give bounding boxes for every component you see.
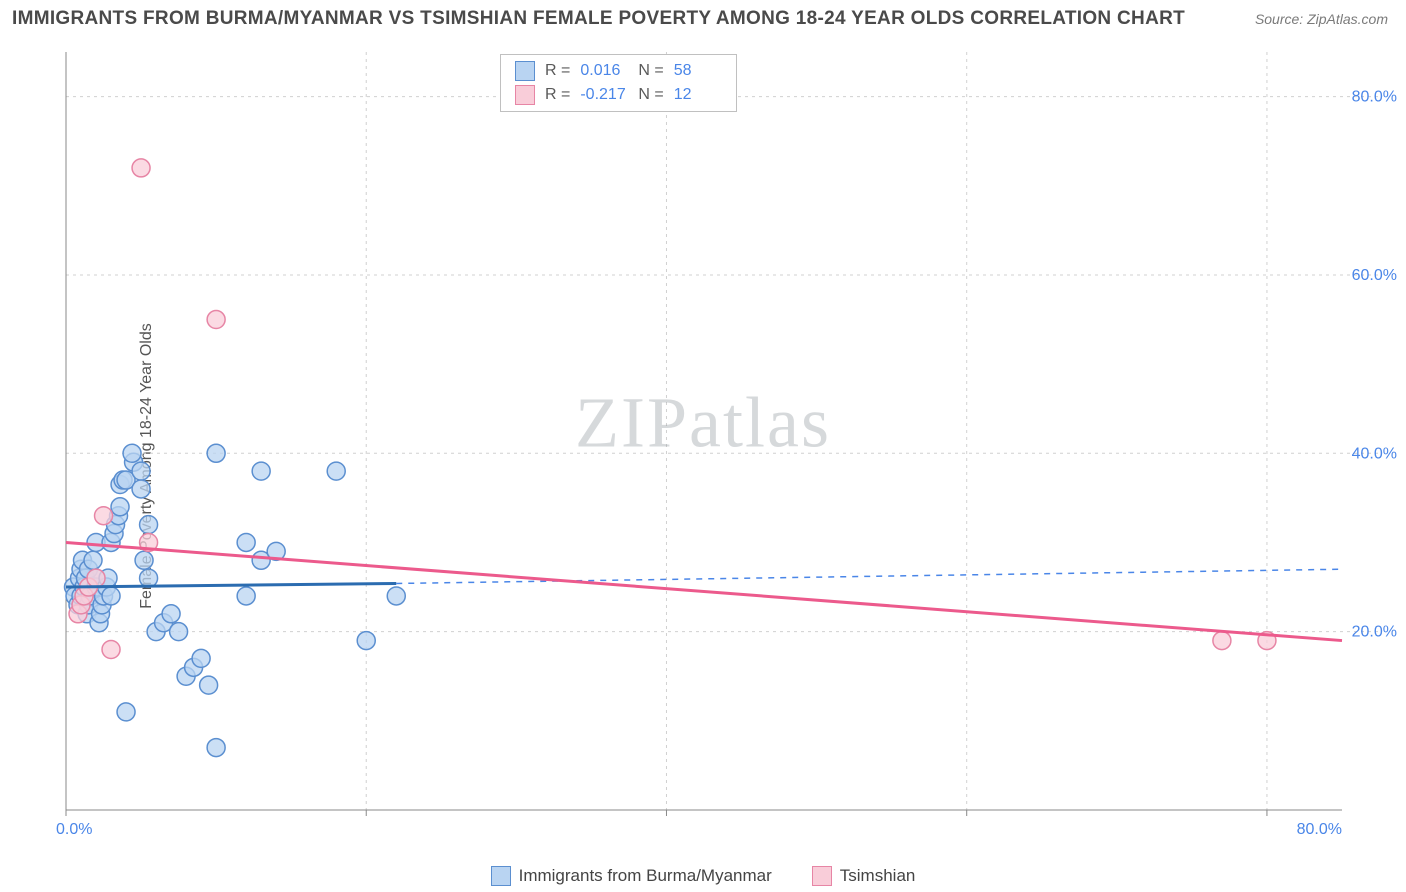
legend-swatch (491, 866, 511, 886)
title-bar: IMMIGRANTS FROM BURMA/MYANMAR VS TSIMSHI… (0, 0, 1406, 34)
svg-text:80.0%: 80.0% (1297, 821, 1342, 838)
legend-r-value: -0.217 (580, 86, 628, 104)
legend-stat-row: R = 0.016 N = 58 (515, 61, 722, 81)
data-point (207, 311, 225, 329)
data-point (111, 498, 129, 516)
data-point (132, 462, 150, 480)
data-point (102, 640, 120, 658)
y-tick-labels: 20.0% 40.0% 60.0% 80.0% (1352, 89, 1397, 641)
data-point (135, 551, 153, 569)
data-point (117, 703, 135, 721)
data-point (207, 739, 225, 757)
series-legend-item: Immigrants from Burma/Myanmar (491, 866, 772, 886)
data-point (207, 444, 225, 462)
legend-stat-row: R = -0.217 N = 12 (515, 85, 722, 105)
svg-text:80.0%: 80.0% (1352, 89, 1397, 106)
legend-r-value: 0.016 (580, 62, 628, 80)
svg-text:40.0%: 40.0% (1352, 445, 1397, 462)
data-point (102, 587, 120, 605)
chart-title: IMMIGRANTS FROM BURMA/MYANMAR VS TSIMSHI… (12, 8, 1185, 30)
data-point (237, 587, 255, 605)
svg-text:60.0%: 60.0% (1352, 267, 1397, 284)
series-legend-label: Immigrants from Burma/Myanmar (519, 866, 772, 886)
data-point (170, 623, 188, 641)
gridlines (66, 52, 1382, 810)
legend-n-label: N = (638, 86, 663, 104)
data-point (132, 159, 150, 177)
plot-area: Female Poverty Among 18-24 Year Olds 20.… (0, 40, 1406, 892)
legend-r-label: R = (545, 62, 570, 80)
data-point (327, 462, 345, 480)
series-legend-label: Tsimshian (840, 866, 916, 886)
legend-n-value: 12 (674, 86, 722, 104)
legend-n-label: N = (638, 62, 663, 80)
data-point (192, 649, 210, 667)
legend-swatch (515, 85, 535, 105)
data-point (140, 516, 158, 534)
data-point (237, 533, 255, 551)
svg-text:20.0%: 20.0% (1352, 624, 1397, 641)
data-point (252, 462, 270, 480)
legend-n-value: 58 (674, 62, 722, 80)
data-point (357, 632, 375, 650)
series-legend: Immigrants from Burma/Myanmar Tsimshian (0, 866, 1406, 886)
scatter-points (65, 159, 1276, 757)
data-point (132, 480, 150, 498)
x-tick-labels: 0.0% 80.0% (56, 810, 1342, 838)
data-point (1213, 632, 1231, 650)
source-label: Source: ZipAtlas.com (1255, 11, 1388, 27)
legend-swatch (812, 866, 832, 886)
data-point (123, 444, 141, 462)
series-legend-item: Tsimshian (812, 866, 916, 886)
data-point (200, 676, 218, 694)
data-point (387, 587, 405, 605)
data-point (84, 551, 102, 569)
data-point (140, 569, 158, 587)
data-point (95, 507, 113, 525)
legend-r-label: R = (545, 86, 570, 104)
stats-legend: R = 0.016 N = 58 R = -0.217 N = 12 (500, 54, 737, 112)
svg-text:0.0%: 0.0% (56, 821, 92, 838)
data-point (162, 605, 180, 623)
legend-swatch (515, 61, 535, 81)
scatter-plot: 20.0% 40.0% 60.0% 80.0% 0.0% 80.0% (42, 40, 1406, 840)
data-point (87, 569, 105, 587)
trend-lines (66, 542, 1342, 640)
